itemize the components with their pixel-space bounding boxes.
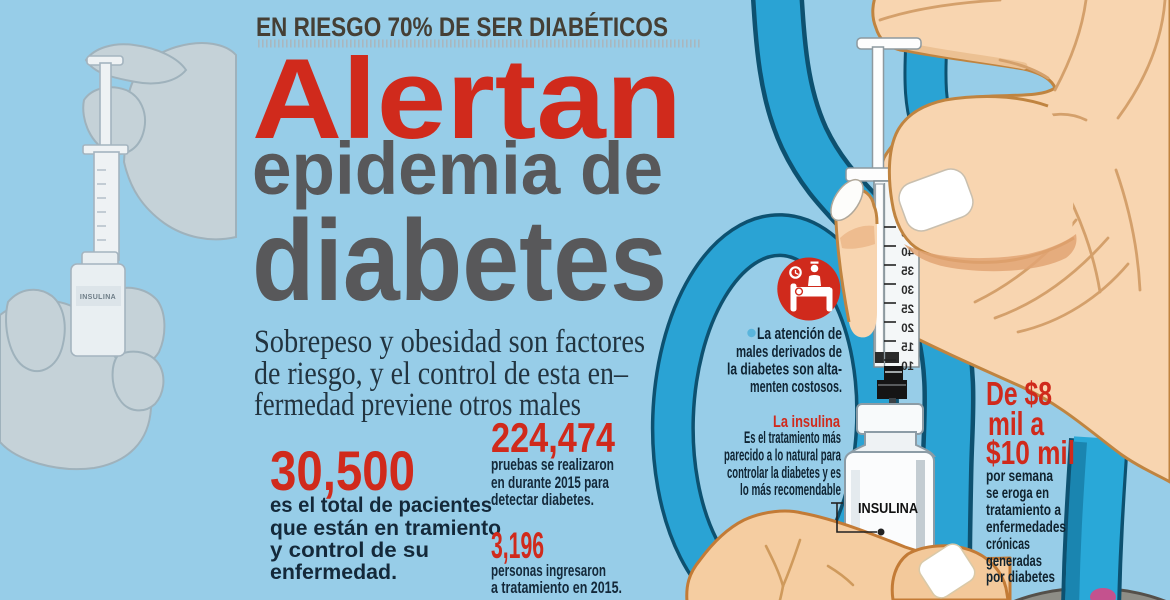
svg-text:30,500: 30,500: [270, 439, 415, 502]
svg-text:crónicas: crónicas: [986, 536, 1030, 553]
svg-text:epidemia de: epidemia de: [252, 127, 663, 210]
svg-text:fermedad previene otros males: fermedad previene otros males: [254, 387, 581, 423]
svg-text:EN RIESGO 70% DE SER DIABÉTICO: EN RIESGO 70% DE SER DIABÉTICOS: [256, 11, 668, 42]
svg-text:enfermedades: enfermedades: [986, 519, 1066, 536]
svg-text:por semana: por semana: [986, 468, 1053, 485]
svg-text:De $8: De $8: [986, 375, 1052, 412]
svg-text:la diabetes son alta-: la diabetes son alta-: [727, 361, 842, 379]
svg-text:224,474: 224,474: [491, 414, 616, 461]
svg-text:personas ingresaron: personas ingresaron: [491, 562, 606, 580]
svg-text:menten costosos.: menten costosos.: [750, 378, 842, 396]
svg-text:INSULINA: INSULINA: [858, 500, 918, 517]
svg-text:pruebas se realizaron: pruebas se realizaron: [491, 456, 614, 474]
svg-text:La insulina: La insulina: [773, 412, 840, 431]
svg-text:se eroga en: se eroga en: [986, 485, 1049, 502]
svg-text:Es el tratamiento más: Es el tratamiento más: [744, 429, 841, 447]
svg-text:20: 20: [901, 323, 914, 335]
svg-text:controlar la diabetes y es: controlar la diabetes y es: [727, 464, 841, 482]
svg-text:Alertan: Alertan: [252, 36, 682, 163]
svg-text:35: 35: [901, 266, 914, 278]
svg-text:La atención de: La atención de: [757, 325, 842, 343]
svg-text:$10 mil: $10 mil: [986, 434, 1075, 471]
svg-text:lo más recomendable: lo más recomendable: [740, 481, 841, 499]
svg-text:generadas: generadas: [986, 553, 1042, 570]
svg-text:que están en tramiento: que están en tramiento: [270, 517, 501, 540]
svg-text:INSULINA: INSULINA: [80, 294, 116, 301]
svg-text:detectar diabetes.: detectar diabetes.: [491, 491, 594, 509]
svg-text:Sobrepeso y obesidad son facto: Sobrepeso y obesidad son factores: [254, 324, 645, 360]
svg-text:tratamiento a: tratamiento a: [986, 502, 1061, 519]
svg-text:3,196: 3,196: [491, 525, 544, 566]
svg-text:10: 10: [901, 361, 914, 373]
svg-text:15: 15: [901, 342, 914, 354]
svg-text:mil a: mil a: [988, 405, 1044, 442]
svg-text:males derivados de: males derivados de: [736, 343, 842, 361]
svg-text:a tratamiento en 2015.: a tratamiento en 2015.: [491, 579, 622, 597]
svg-text:diabetes: diabetes: [252, 197, 667, 325]
svg-text:25: 25: [901, 304, 914, 316]
svg-text:en durante 2015 para: en durante 2015 para: [491, 474, 610, 492]
svg-text:30: 30: [901, 285, 914, 297]
svg-text:enfermedad.: enfermedad.: [270, 561, 397, 584]
svg-text:y control de su: y control de su: [270, 539, 429, 562]
svg-text:es el total de pacientes: es el total de pacientes: [270, 494, 492, 517]
svg-text:parecido a lo natural para: parecido a lo natural para: [724, 447, 841, 465]
svg-text:de riesgo, y el control de est: de riesgo, y el control de esta en–: [254, 356, 628, 392]
svg-text:por diabetes: por diabetes: [986, 569, 1055, 586]
